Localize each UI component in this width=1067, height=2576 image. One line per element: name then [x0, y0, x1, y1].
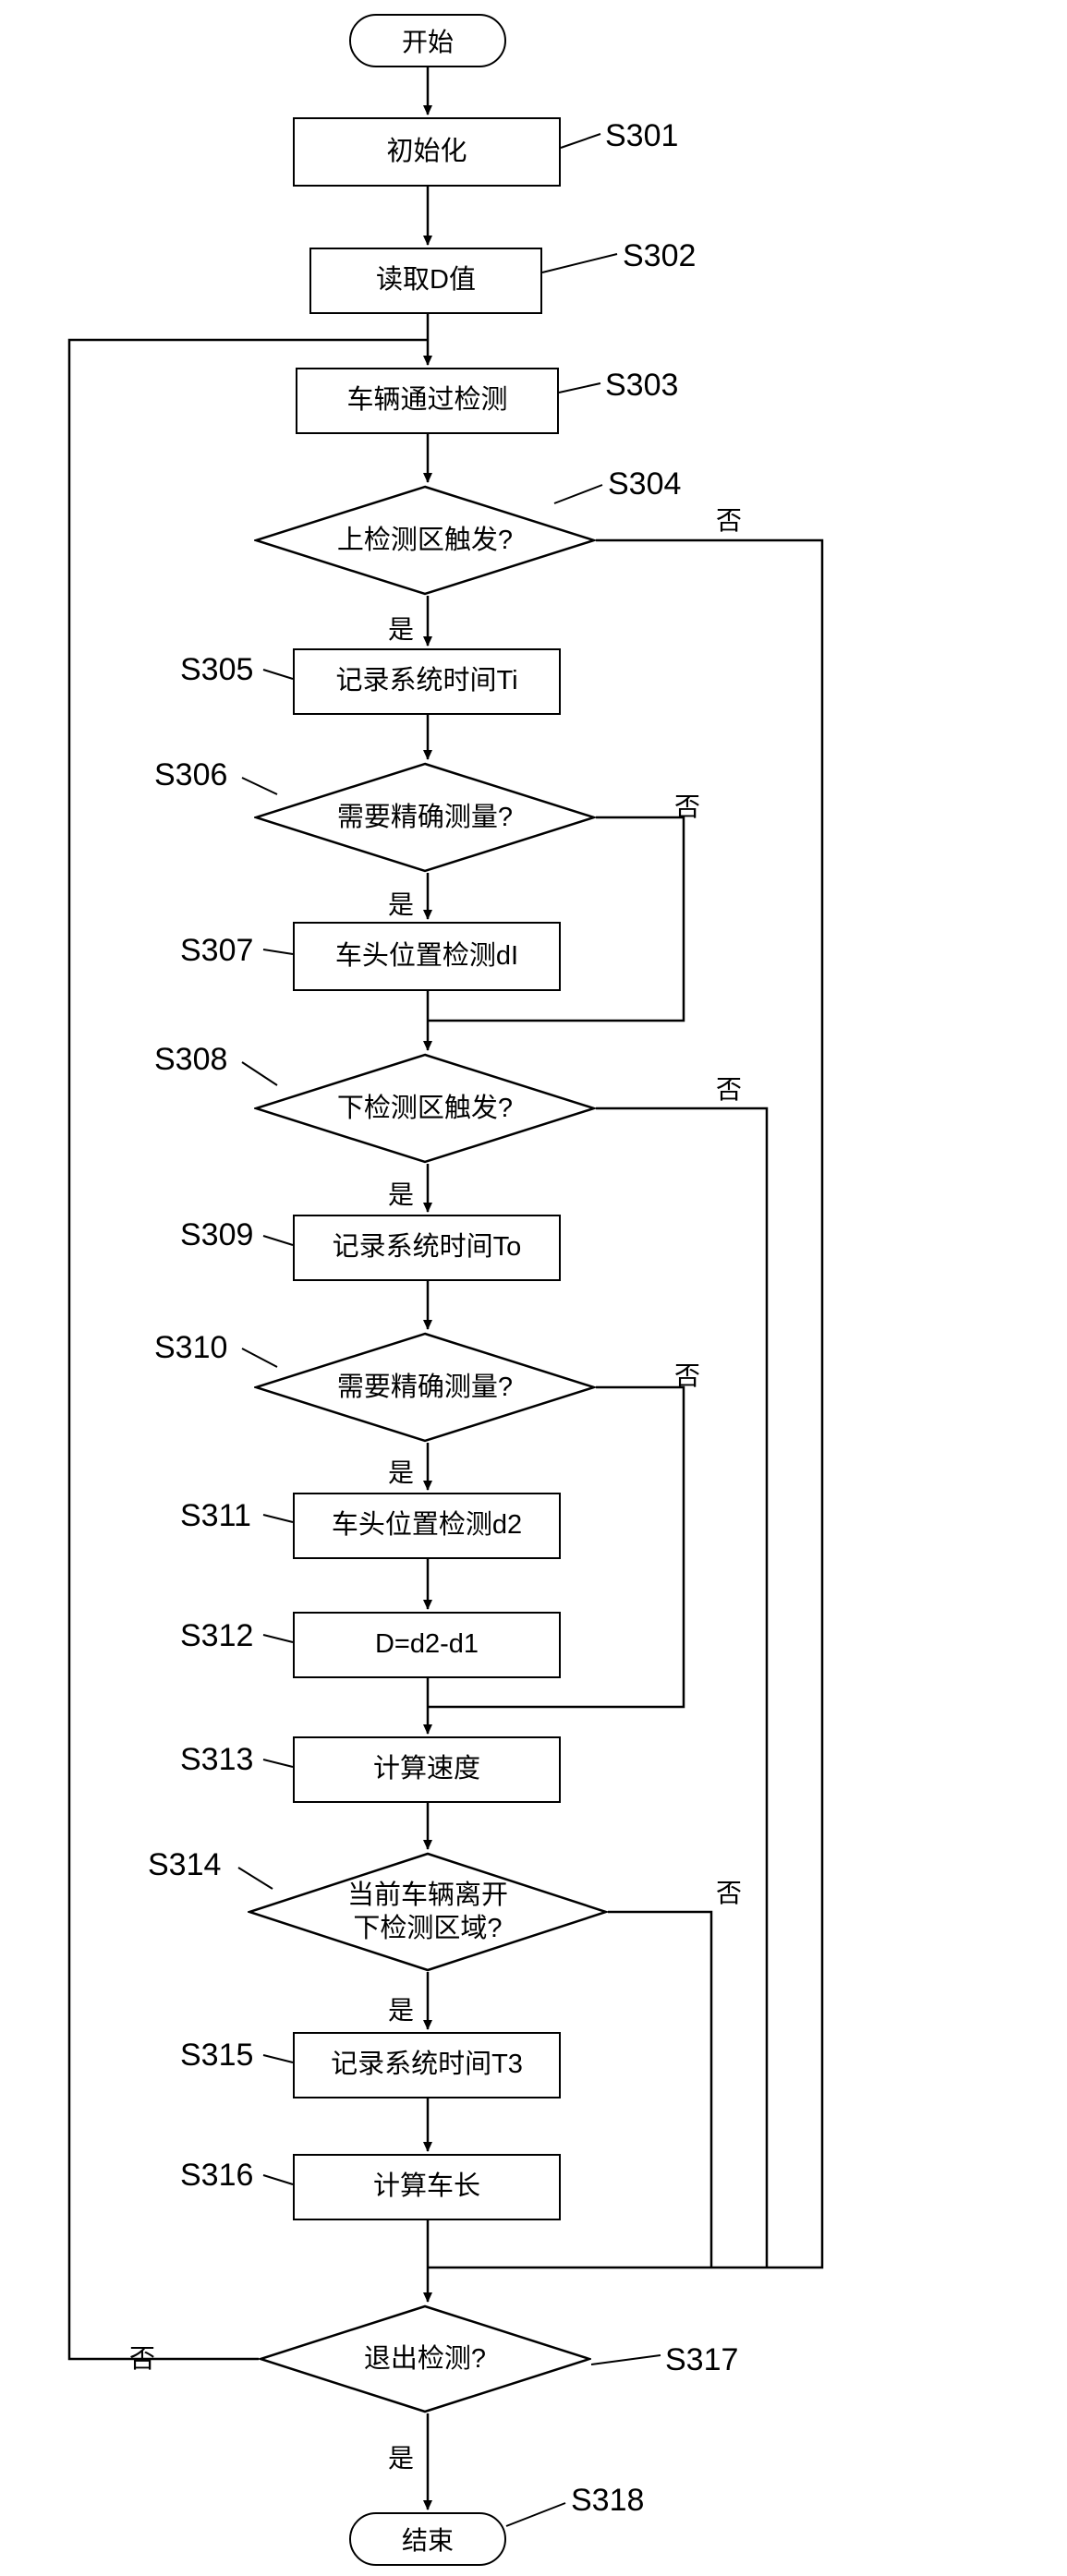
node-s303: 车辆通过检测 — [296, 368, 559, 434]
node-s316: 计算车长 — [293, 2154, 561, 2220]
d308-no: 否 — [716, 1070, 742, 1107]
node-s315: 记录系统时间T3 — [293, 2032, 561, 2098]
end-terminator: 结束 — [349, 2512, 506, 2566]
label-s301: S301 — [605, 118, 678, 154]
label-s303: S303 — [605, 368, 678, 404]
d310-yes: 是 — [388, 1453, 414, 1490]
node-s315-text: 记录系统时间T3 — [331, 2048, 523, 2083]
d306-yes: 是 — [388, 885, 414, 922]
node-s308: 下检测区触发? — [254, 1053, 596, 1164]
label-s311: S311 — [180, 1498, 251, 1534]
label-s308: S308 — [154, 1042, 227, 1078]
label-s317: S317 — [665, 2342, 738, 2378]
node-s304: 上检测区触发? — [254, 485, 596, 596]
label-s318: S318 — [571, 2483, 644, 2519]
node-s313: 计算速度 — [293, 1736, 561, 1803]
d310-no: 否 — [674, 1356, 700, 1393]
d314-no: 否 — [716, 1873, 742, 1910]
node-s302-text: 读取D值 — [376, 263, 476, 298]
d306-no: 否 — [674, 787, 700, 824]
node-s310: 需要精确测量? — [254, 1332, 596, 1443]
d317-no: 否 — [129, 2339, 155, 2376]
node-s307: 车头位置检测dI — [293, 922, 561, 991]
node-s304-text: 上检测区触发? — [337, 524, 513, 557]
flowchart-canvas: 开始 结束 初始化 读取D值 车辆通过检测 上检测区触发? 记录系统时间Ti 需… — [0, 0, 1067, 2576]
label-s309: S309 — [180, 1217, 253, 1253]
d304-no: 否 — [716, 501, 742, 538]
start-terminator: 开始 — [349, 14, 506, 67]
node-s312-text: D=d2-d1 — [375, 1627, 479, 1663]
label-s306: S306 — [154, 757, 227, 793]
node-s302: 读取D值 — [309, 248, 542, 314]
node-s316-text: 计算车长 — [373, 2170, 480, 2205]
d317-yes: 是 — [388, 2438, 414, 2475]
node-s314: 当前车辆离开 下检测区域? — [248, 1852, 608, 1972]
d304-yes: 是 — [388, 610, 414, 647]
label-s315: S315 — [180, 2038, 253, 2074]
node-s309: 记录系统时间To — [293, 1215, 561, 1281]
node-s311-text: 车头位置检测d2 — [332, 1508, 522, 1543]
node-s305: 记录系统时间Ti — [293, 648, 561, 715]
label-s313: S313 — [180, 1742, 253, 1778]
end-text: 结束 — [402, 2521, 454, 2558]
node-s314-text: 当前车辆离开 下检测区域? — [347, 1879, 508, 1946]
label-s312: S312 — [180, 1618, 253, 1654]
label-s302: S302 — [623, 238, 696, 274]
label-s316: S316 — [180, 2158, 253, 2194]
node-s312: D=d2-d1 — [293, 1612, 561, 1678]
node-s310-text: 需要精确测量? — [337, 1371, 513, 1404]
node-s309-text: 记录系统时间To — [333, 1230, 522, 1265]
node-s306-text: 需要精确测量? — [337, 801, 513, 834]
label-s307: S307 — [180, 933, 253, 969]
label-s304: S304 — [608, 466, 681, 502]
d314-yes: 是 — [388, 1990, 414, 2027]
node-s317-text: 退出检测? — [364, 2342, 486, 2376]
node-s311: 车头位置检测d2 — [293, 1493, 561, 1559]
node-s305-text: 记录系统时间Ti — [335, 664, 517, 699]
node-s306: 需要精确测量? — [254, 762, 596, 873]
label-s314: S314 — [148, 1847, 221, 1883]
node-s307-text: 车头位置检测dI — [335, 939, 518, 974]
node-s303-text: 车辆通过检测 — [346, 383, 507, 418]
node-s313-text: 计算速度 — [373, 1752, 480, 1787]
start-text: 开始 — [402, 22, 454, 59]
node-s301-text: 初始化 — [386, 135, 467, 170]
label-s305: S305 — [180, 652, 253, 688]
node-s308-text: 下检测区触发? — [337, 1092, 513, 1125]
node-s301: 初始化 — [293, 117, 561, 187]
label-s310: S310 — [154, 1330, 227, 1366]
node-s317: 退出检测? — [259, 2304, 591, 2413]
d308-yes: 是 — [388, 1175, 414, 1212]
